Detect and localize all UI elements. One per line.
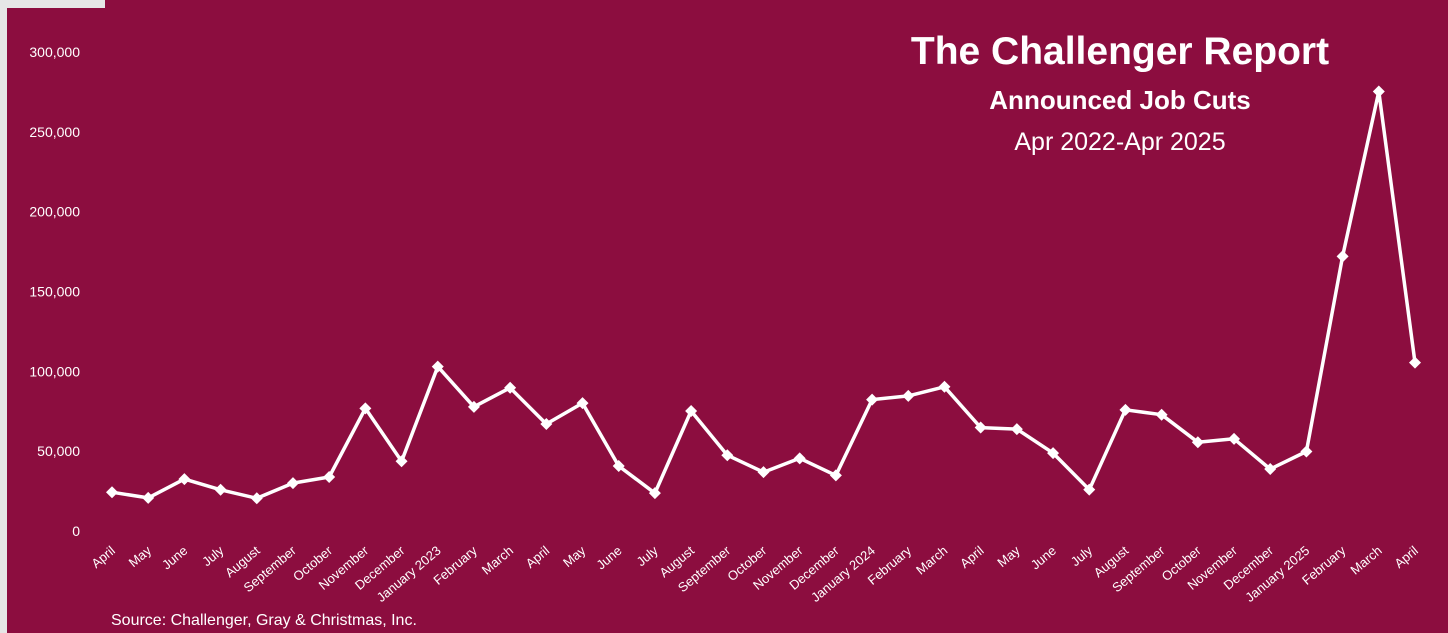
x-tick-label: July	[199, 542, 227, 569]
y-tick-label: 100,000	[29, 363, 80, 379]
x-tick-label: March	[1347, 543, 1384, 578]
x-tick-label: June	[1028, 543, 1059, 573]
y-axis: 0 50,000 100,000 150,000 200,000 250,000 300,0…	[29, 44, 80, 539]
data-point-marker	[1119, 403, 1132, 416]
chart-subtitle: Announced Job Cuts	[989, 85, 1251, 115]
source-note: Source: Challenger, Gray & Christmas, In…	[111, 612, 417, 629]
data-point-marker	[106, 486, 118, 499]
data-point-marker	[1264, 463, 1277, 476]
data-point-marker	[1336, 250, 1349, 263]
data-point-marker	[431, 360, 444, 373]
data-point-marker	[1300, 445, 1313, 458]
data-point-marker	[902, 389, 915, 402]
left-border-strip	[0, 0, 7, 633]
data-point-marker	[323, 470, 336, 483]
x-tick-label: April	[88, 543, 118, 571]
data-point-marker	[793, 452, 806, 465]
x-tick-label: April	[1391, 543, 1421, 571]
x-tick-label: July	[633, 542, 661, 569]
y-tick-label: 300,000	[29, 44, 80, 60]
data-point-marker	[974, 421, 987, 434]
x-tick-label: June	[159, 543, 190, 573]
y-tick-label: 250,000	[29, 124, 80, 140]
data-point-marker	[359, 402, 372, 415]
data-point-marker	[178, 473, 191, 486]
y-tick-label: 50,000	[37, 443, 80, 459]
data-point-marker	[721, 449, 734, 462]
y-tick-label: 150,000	[29, 284, 80, 300]
y-tick-label: 200,000	[29, 204, 80, 220]
data-point-marker	[540, 418, 553, 431]
data-point-marker	[250, 492, 263, 505]
data-point-marker	[1409, 356, 1421, 369]
data-point-marker	[214, 483, 227, 496]
top-border-strip	[0, 0, 105, 8]
x-axis: April May June JulyAugustSeptemberOctoberNo…	[88, 542, 1421, 605]
data-point-marker	[866, 393, 879, 406]
y-tick-label: 0	[72, 523, 80, 539]
data-point-marker	[395, 455, 408, 468]
data-point-marker	[1155, 408, 1168, 421]
data-point-marker	[648, 487, 661, 500]
data-point-marker	[142, 491, 155, 504]
data-point-marker	[757, 466, 770, 479]
x-tick-label: May	[994, 542, 1023, 570]
x-tick-label: July	[1068, 542, 1096, 569]
data-point-marker	[1010, 423, 1023, 436]
data-point-marker	[576, 397, 589, 410]
x-tick-label: March	[479, 543, 516, 578]
data-point-marker	[1228, 432, 1241, 445]
x-tick-label: April	[523, 543, 553, 571]
data-point-marker	[1047, 447, 1060, 460]
x-tick-label: May	[560, 542, 589, 570]
data-point-marker	[1191, 436, 1204, 449]
data-markers	[106, 85, 1421, 505]
data-point-marker	[829, 469, 842, 482]
data-point-marker	[467, 400, 480, 413]
chart-date-range: Apr 2022-Apr 2025	[1014, 128, 1226, 156]
data-point-marker	[938, 380, 951, 393]
data-point-marker	[685, 405, 698, 418]
data-point-marker	[504, 381, 517, 394]
data-point-marker	[612, 460, 625, 473]
x-tick-label: June	[593, 543, 624, 573]
data-point-marker	[1372, 85, 1385, 98]
x-tick-label: March	[913, 543, 950, 578]
chart-title: The Challenger Report	[910, 30, 1330, 73]
data-point-marker	[1083, 483, 1096, 496]
data-point-marker	[286, 477, 299, 490]
x-tick-label: May	[126, 542, 155, 570]
x-tick-label: April	[957, 543, 987, 571]
